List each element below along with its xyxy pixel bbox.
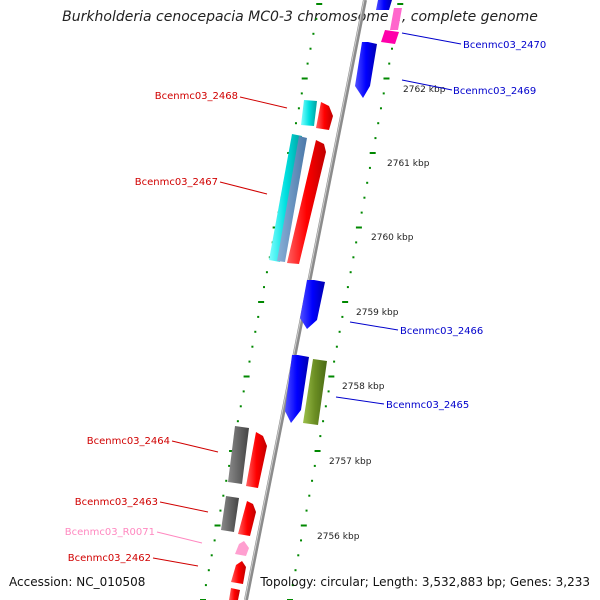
gene-label[interactable]: Bcenmc03_R0071 xyxy=(65,527,155,538)
cog-block xyxy=(277,136,307,262)
cog-block xyxy=(228,426,249,484)
gene-arrow xyxy=(376,0,392,10)
gene-Bcenmc03_2465[interactable] xyxy=(285,355,327,425)
callout-line xyxy=(159,501,209,513)
gene-Bcenmc03_2464[interactable] xyxy=(228,426,267,488)
gene-Bcenmc03_2468[interactable] xyxy=(301,100,333,130)
map-title: Burkholderia cenocepacia MC0-3 chromosom… xyxy=(62,9,538,25)
cog-block xyxy=(221,496,239,532)
accession-text: Accession: NC_010508 xyxy=(9,575,146,589)
gene-label[interactable]: Bcenmc03_2462 xyxy=(68,553,151,564)
ruler-label: 2758 kbp xyxy=(342,382,385,392)
callout-line xyxy=(401,32,462,45)
outer-tick-track xyxy=(200,3,323,600)
callout-line xyxy=(239,96,288,109)
gene-label[interactable]: Bcenmc03_2465 xyxy=(386,400,469,411)
callout-line xyxy=(401,79,453,91)
gene-arrow xyxy=(355,42,377,98)
callout-line xyxy=(156,531,203,544)
genome-summary-text: Topology: circular; Length: 3,532,883 bp… xyxy=(260,575,590,589)
gene-label[interactable]: Bcenmc03_2466 xyxy=(400,326,483,337)
gene-arrow xyxy=(287,140,326,264)
callouts xyxy=(152,32,462,567)
ruler-label: 2760 kbp xyxy=(371,233,414,243)
gene-label[interactable]: Bcenmc03_2468 xyxy=(155,91,238,102)
gene-arrow xyxy=(316,102,333,130)
gene-label[interactable]: Bcenmc03_2464 xyxy=(87,436,170,447)
gene-arrow xyxy=(229,588,240,600)
gene-Bcenmc03_R0071[interactable] xyxy=(235,541,249,556)
cog-block xyxy=(390,8,402,30)
rna-arrow xyxy=(235,541,249,556)
callout-line xyxy=(219,181,268,195)
gene-arrow xyxy=(285,355,309,423)
ruler-label: 2761 kbp xyxy=(387,159,430,169)
callout-line xyxy=(152,557,199,567)
ruler-label: 2759 kbp xyxy=(356,308,399,318)
ruler-label: 2757 kbp xyxy=(329,457,372,467)
gene-label[interactable]: Bcenmc03_2467 xyxy=(135,177,218,188)
callout-line xyxy=(171,440,219,453)
gene-arrow xyxy=(246,432,267,488)
gene-arrow xyxy=(238,501,256,536)
callout-line xyxy=(349,321,399,331)
cog-block xyxy=(303,359,327,425)
cog-block xyxy=(381,30,399,44)
ruler-label: 2756 kbp xyxy=(317,532,360,542)
gene-Bcenmc03_2466[interactable] xyxy=(300,280,325,329)
ruler-label: 2762 kbp xyxy=(403,85,446,95)
callout-line xyxy=(335,396,385,405)
cog-block xyxy=(301,100,317,126)
gene-arrow xyxy=(231,561,246,584)
gene-Bcenmc03_2467[interactable] xyxy=(269,134,326,264)
gene-label[interactable]: Bcenmc03_2470 xyxy=(463,40,546,51)
gene-Bcenmc03_2462[interactable] xyxy=(229,561,246,600)
gene-label[interactable]: Bcenmc03_2469 xyxy=(453,86,536,97)
gene-Bcenmc03_2470[interactable] xyxy=(355,0,402,98)
gene-label[interactable]: Bcenmc03_2463 xyxy=(75,497,158,508)
gene-Bcenmc03_2463[interactable] xyxy=(221,496,256,536)
gene-arrow xyxy=(300,280,325,329)
